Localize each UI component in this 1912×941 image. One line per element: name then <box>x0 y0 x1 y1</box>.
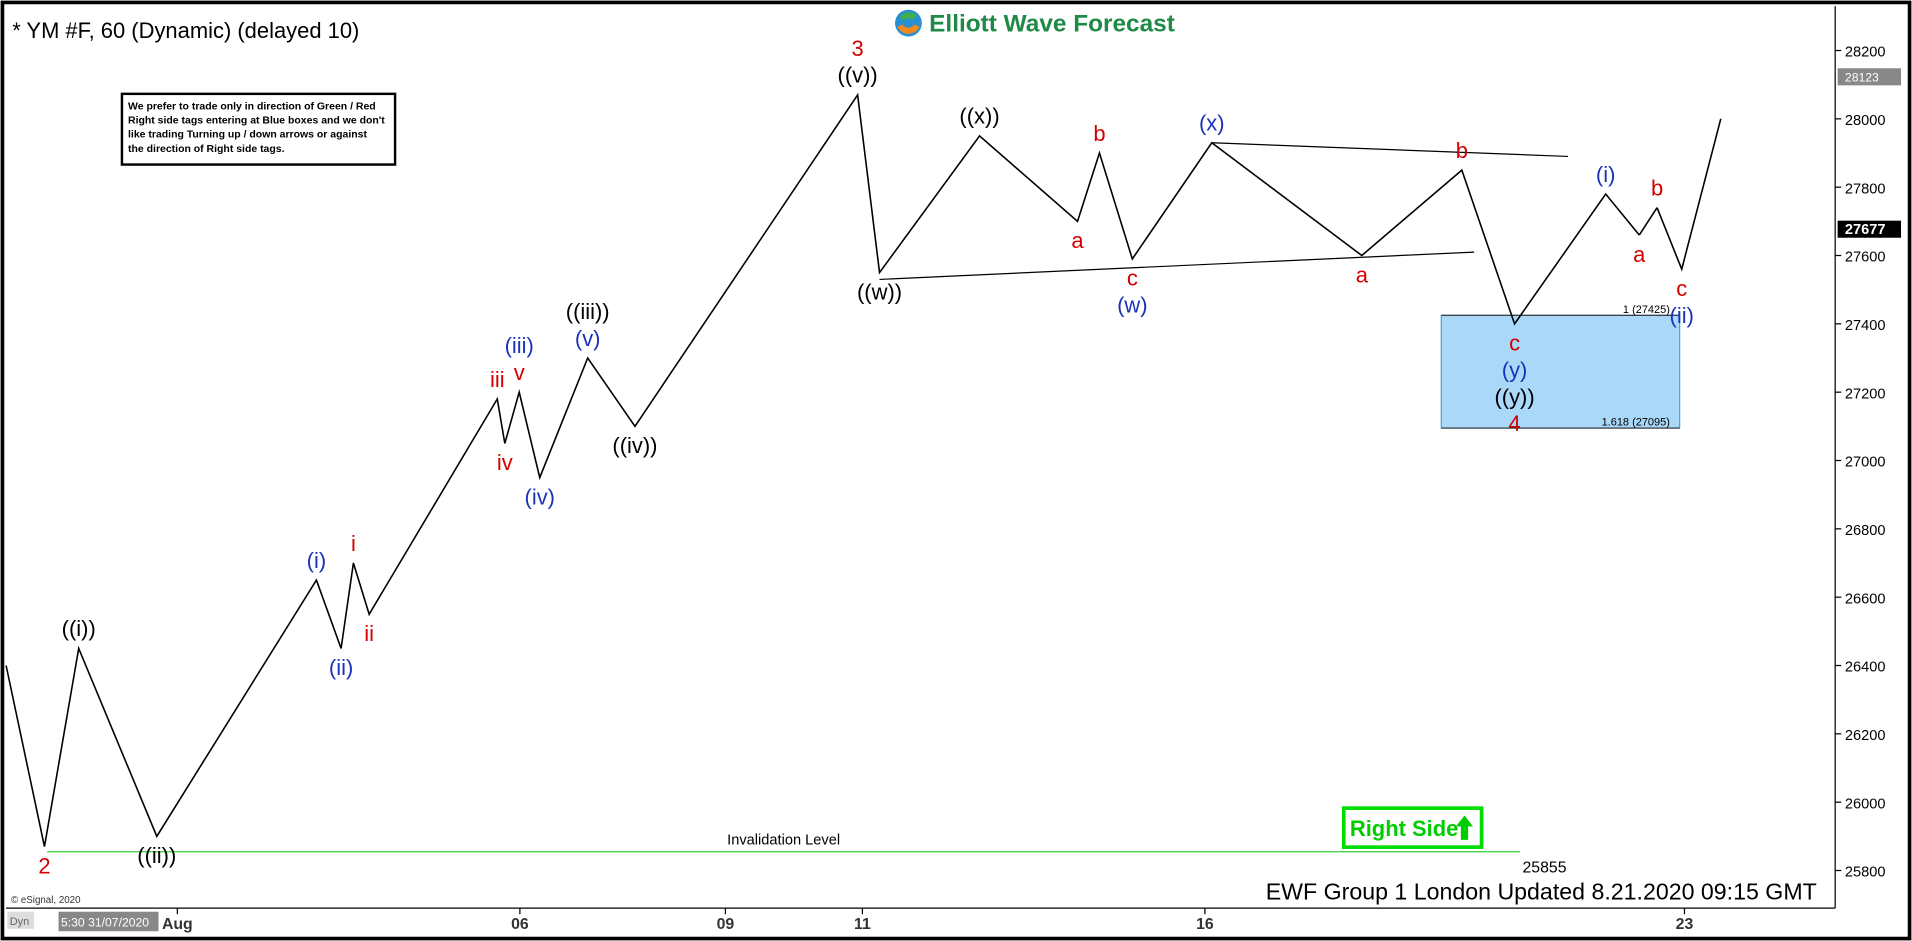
wave-label: ((iii)) <box>566 299 610 324</box>
wave-label: ((w)) <box>857 279 902 304</box>
wave-label: ((y)) <box>1494 384 1534 409</box>
wave-label: c <box>1676 276 1687 301</box>
logo-icon-part <box>899 12 917 21</box>
logo-icon-part <box>897 24 920 34</box>
y-tick-label: 28200 <box>1845 45 1886 61</box>
wave-label: (w) <box>1117 293 1147 318</box>
wave-label: iv <box>497 450 513 475</box>
mode-label: Dyn <box>10 916 30 928</box>
wave-label: b <box>1456 138 1468 163</box>
note: We prefer to trade only in direction of … <box>128 102 385 155</box>
x-tick-label: 09 <box>717 916 735 933</box>
y-tick-label: 27800 <box>1845 181 1886 197</box>
fib-label: 1 (27425) <box>1623 304 1670 316</box>
wave-label: v <box>514 360 525 385</box>
note-line: like trading Turning up / down arrows or… <box>128 130 367 141</box>
right-side-text: Right Side <box>1350 816 1458 841</box>
wave-label: ((v)) <box>838 63 878 88</box>
y-tick-label: 27600 <box>1845 250 1886 266</box>
wave-label: (iv) <box>525 484 555 509</box>
x-tick-label: 11 <box>854 916 871 933</box>
y-tick-label: 26400 <box>1845 660 1886 676</box>
wave-label: a <box>1633 242 1646 267</box>
mode-box <box>7 911 35 929</box>
cursor-label: 5:30 31/07/2020 <box>61 915 149 929</box>
wave-label: i <box>351 531 356 556</box>
price-marker-label: 27677 <box>1845 222 1886 238</box>
right-side-box <box>1341 806 1484 849</box>
right-side-arrow <box>1455 815 1474 840</box>
y-tick-label: 27000 <box>1845 455 1886 471</box>
note-line: the direction of Right side tags. <box>128 144 285 155</box>
note-box <box>120 92 397 166</box>
fib-label: 1.618 (27095) <box>1602 417 1670 429</box>
y-tick-label: 26200 <box>1845 728 1886 744</box>
wave-label: 3 <box>852 36 864 61</box>
y-tick-label: 26600 <box>1845 591 1886 607</box>
y-tick-label: 26000 <box>1845 796 1886 812</box>
x-tick-label: 23 <box>1676 916 1694 933</box>
trendline <box>1211 142 1569 158</box>
wave-label: (ii) <box>329 655 353 680</box>
price-marker-label: 28123 <box>1845 71 1879 85</box>
invalidation-label: Invalidation Level <box>727 832 840 848</box>
wave-label: ((i)) <box>62 616 96 641</box>
footer: EWF Group 1 London Updated 8.21.2020 09:… <box>1266 879 1817 905</box>
invalidation-value: 25855 <box>1522 859 1566 876</box>
wave-label: ((x)) <box>959 104 999 129</box>
wave-label: c <box>1127 266 1138 291</box>
y-tick-label: 28000 <box>1845 113 1886 129</box>
wave-label: ((ii)) <box>137 843 176 868</box>
y-tick-label: 27200 <box>1845 386 1886 402</box>
logo-bg <box>887 4 1186 42</box>
price-marker <box>1837 220 1902 238</box>
wave-label: b <box>1651 175 1663 200</box>
trendline <box>879 251 1475 281</box>
cursor-box <box>58 911 159 932</box>
projection-link <box>1638 207 1658 236</box>
wave-label: b <box>1093 121 1105 146</box>
y-tick-label: 25800 <box>1845 865 1886 881</box>
copyright: © eSignal, 2020 <box>11 895 81 906</box>
wave-label: c <box>1509 331 1520 356</box>
wave-label: ii <box>364 621 374 646</box>
target-box <box>1440 314 1681 429</box>
wave-label: (ii) <box>1670 303 1694 328</box>
wave-label: (x) <box>1199 111 1225 136</box>
wave-label: (i) <box>1596 162 1616 187</box>
note-line: We prefer to trade only in direction of … <box>128 102 376 113</box>
x-tick-label: 06 <box>511 916 529 933</box>
wave-label: iii <box>490 367 505 392</box>
x-tick-label: 16 <box>1196 916 1214 933</box>
logo: Elliott Wave Forecast <box>887 4 1186 42</box>
wave-label: ((iv)) <box>612 433 657 458</box>
note-line: Right side tags entering at Blue boxes a… <box>128 116 385 127</box>
wave-label: 2 <box>38 853 50 878</box>
wave-label: (y) <box>1502 357 1528 382</box>
price-line <box>1656 118 1722 272</box>
logo-text: Elliott Wave Forecast <box>929 11 1175 38</box>
price-line <box>5 92 1640 847</box>
wave-label: a <box>1071 228 1084 253</box>
price-marker <box>1837 68 1902 86</box>
wave-label: 4 <box>1508 411 1520 436</box>
wave-label: a <box>1356 262 1369 287</box>
wave-label: (iii) <box>505 333 534 358</box>
chart-title: * YM #F, 60 (Dynamic) (delayed 10) <box>12 18 359 43</box>
x-tick-label: Aug <box>162 916 193 933</box>
wave-label: (i) <box>307 548 327 573</box>
wave-label: (v) <box>575 326 601 351</box>
y-tick-label: 27400 <box>1845 318 1886 334</box>
y-tick-label: 26800 <box>1845 523 1886 539</box>
